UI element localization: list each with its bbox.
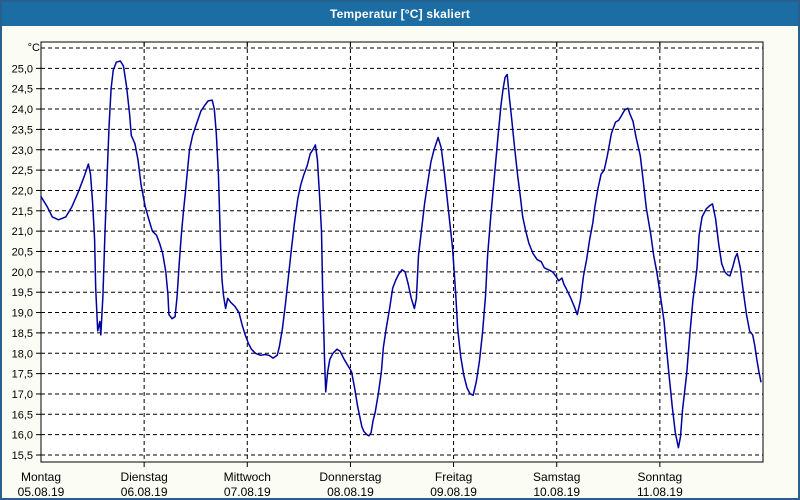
y-tick-label: 24,5 — [12, 84, 33, 96]
y-axis-unit-label: °C — [28, 42, 40, 54]
window-title: Temperatur [°C] skaliert — [329, 7, 471, 21]
day-name-label: Montag — [21, 470, 61, 484]
day-date-label: 07.08.19 — [224, 485, 271, 499]
day-name-label: Sonntag — [637, 470, 682, 484]
y-tick-label: 18,0 — [12, 348, 33, 360]
y-tick-label: 21,5 — [12, 206, 33, 218]
day-date-label: 08.08.19 — [327, 485, 374, 499]
y-tick-label: 17,0 — [12, 389, 33, 401]
y-tick-label: 24,0 — [12, 104, 33, 116]
day-date-label: 05.08.19 — [18, 485, 65, 499]
day-name-label: Samstag — [533, 470, 580, 484]
y-tick-label: 20,5 — [12, 247, 33, 259]
y-tick-label: 19,0 — [12, 308, 33, 320]
day-date-label: 06.08.19 — [121, 485, 168, 499]
y-tick-label: 23,5 — [12, 124, 33, 136]
y-tick-label: 18,5 — [12, 328, 33, 340]
day-date-label: 09.08.19 — [430, 485, 477, 499]
y-tick-label: 16,5 — [12, 409, 33, 421]
y-tick-label: 25,0 — [12, 63, 33, 75]
y-tick-label: 16,0 — [12, 430, 33, 442]
day-name-label: Freitag — [435, 470, 472, 484]
y-tick-label: 17,5 — [12, 369, 33, 381]
day-name-label: Dienstag — [120, 470, 167, 484]
day-name-label: Mittwoch — [224, 470, 271, 484]
y-tick-label: 23,0 — [12, 145, 33, 157]
y-tick-label: 19,5 — [12, 287, 33, 299]
y-tick-label: 22,0 — [12, 185, 33, 197]
y-tick-label: 22,5 — [12, 165, 33, 177]
y-tick-label: 21,0 — [12, 226, 33, 238]
y-tick-label: 15,5 — [12, 450, 33, 462]
day-date-label: 10.08.19 — [533, 485, 580, 499]
day-date-label: 11.08.19 — [637, 485, 683, 499]
temperature-line — [40, 60, 762, 449]
y-tick-label: 20,0 — [12, 267, 33, 279]
day-name-label: Donnerstag — [319, 470, 381, 484]
titlebar: Temperatur [°C] skaliert — [2, 2, 798, 26]
